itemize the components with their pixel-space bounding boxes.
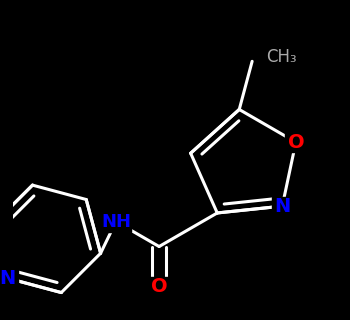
Text: O: O [151,277,167,296]
Text: N: N [274,196,290,216]
Bar [148,277,170,296]
Text: NH: NH [101,212,131,231]
Text: CH₃: CH₃ [267,48,297,66]
Text: O: O [288,133,304,152]
Text: N: N [0,269,16,288]
Bar [0,268,18,288]
Bar [285,132,306,152]
Bar [100,211,131,232]
Bar [272,196,293,216]
